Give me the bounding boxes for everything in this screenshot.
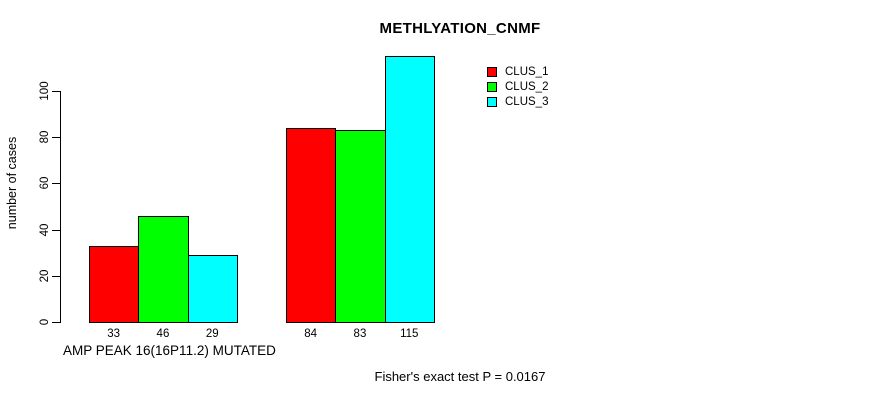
bar-value-label: 29 [205, 328, 219, 340]
bar-clus_1-group2 [286, 127, 337, 323]
y-tick-mark [52, 91, 60, 92]
stat-annotation: Fisher's exact test P = 0.0167 [374, 369, 546, 384]
x-axis-label: AMP PEAK 16(16P11.2) MUTATED [63, 343, 276, 358]
y-axis-line [60, 91, 61, 323]
legend-swatch [487, 96, 497, 107]
y-tick-mark [52, 275, 60, 277]
chart-title: METHLYATION_CNMF [379, 20, 541, 37]
bar-value-label: 84 [304, 328, 318, 340]
bar-clus_2-group2 [335, 130, 386, 323]
bar-value-label: 33 [107, 328, 121, 340]
bar-value-label: 115 [400, 328, 419, 340]
bar-clus_1-group1 [89, 245, 140, 323]
bar-value-label: 83 [353, 328, 367, 340]
bar-clus_3-group2 [384, 56, 435, 323]
legend-swatch [487, 66, 497, 77]
y-tick-label: 100 [39, 81, 51, 101]
y-tick-label: 40 [39, 223, 51, 236]
y-tick-label: 60 [39, 176, 51, 190]
legend-item-clus_3: CLUS_3 [487, 94, 548, 109]
y-tick-mark [52, 322, 60, 323]
legend-label: CLUS_2 [505, 80, 549, 93]
y-tick-label: 80 [39, 130, 51, 144]
y-tick-label: 0 [39, 318, 51, 326]
legend-label: CLUS_1 [505, 65, 549, 78]
y-tick-mark [52, 229, 60, 231]
y-tick-label: 20 [39, 269, 51, 283]
bar-clus_3-group1 [187, 255, 238, 323]
y-axis-label: number of cases [5, 136, 19, 230]
legend: CLUS_1 CLUS_2 CLUS_3 [487, 64, 548, 109]
legend-item-clus_2: CLUS_2 [487, 79, 548, 94]
legend-label: CLUS_3 [505, 95, 549, 108]
legend-item-clus_1: CLUS_1 [487, 64, 548, 79]
y-tick-mark [52, 137, 60, 139]
y-tick-mark [52, 183, 60, 185]
legend-swatch [487, 81, 497, 92]
bar-clus_2-group1 [138, 215, 189, 323]
bar-value-label: 46 [156, 328, 170, 340]
